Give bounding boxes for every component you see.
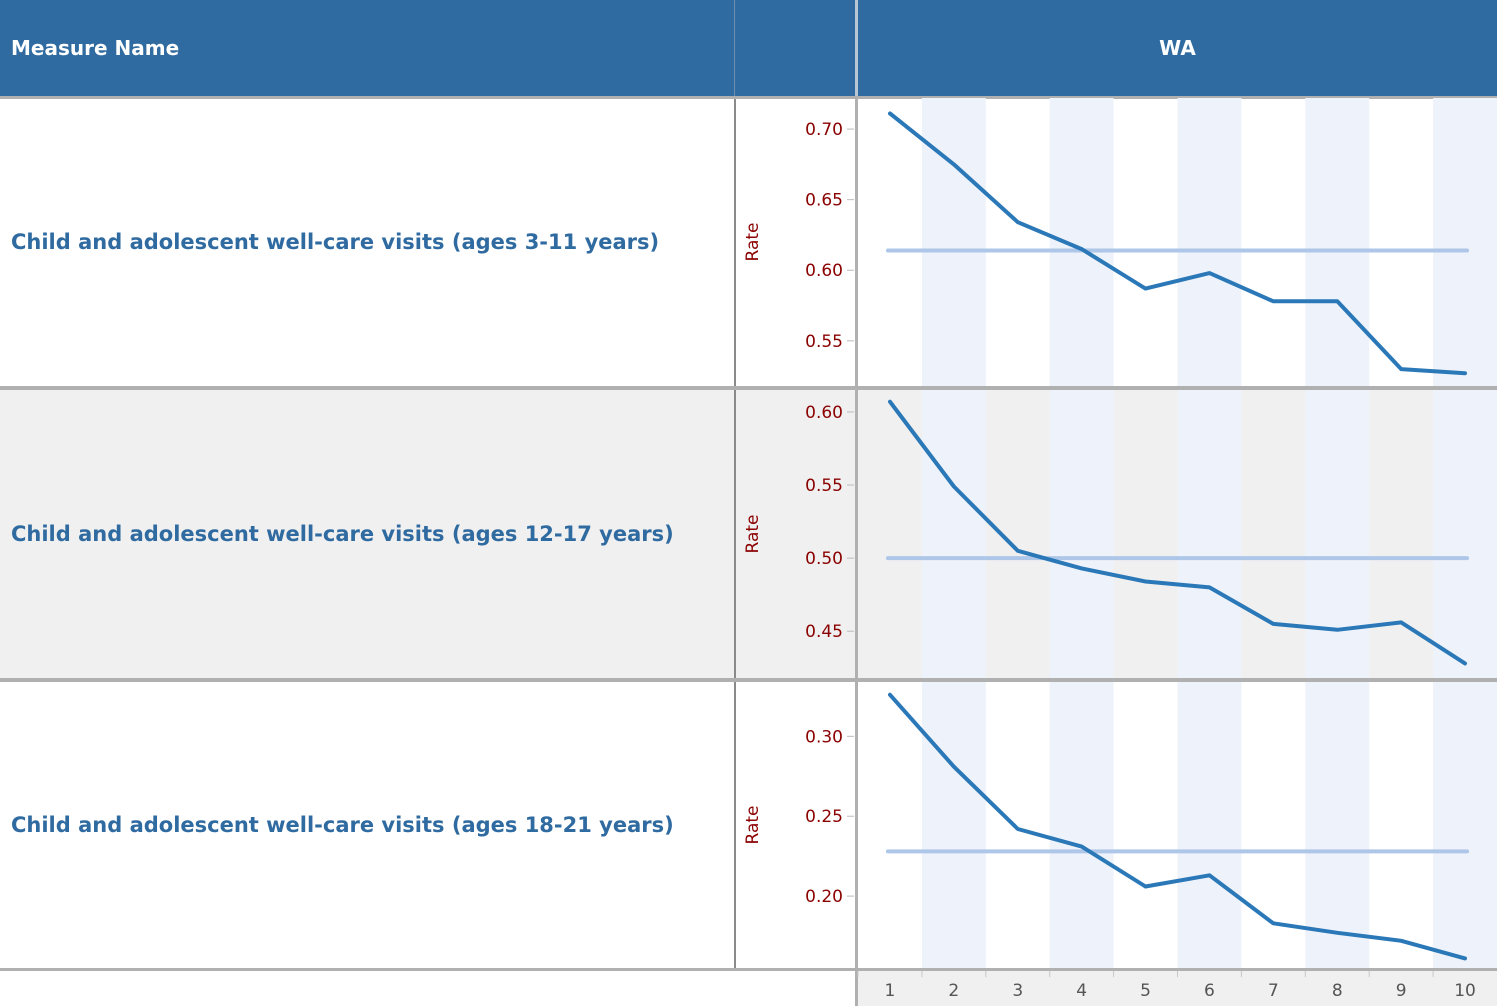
x-tick-label: 3 bbox=[1012, 981, 1023, 1001]
x-tick-label: 2 bbox=[948, 981, 959, 1001]
row-divider bbox=[0, 968, 1497, 971]
y-tick-label: 0.55 bbox=[805, 332, 843, 352]
column-band bbox=[1177, 682, 1242, 968]
column-band bbox=[1177, 390, 1242, 678]
y-tick-label: 0.70 bbox=[805, 120, 843, 140]
column-divider-thick bbox=[855, 96, 858, 1006]
measure-label-cell: Child and adolescent well-care visits (a… bbox=[0, 98, 734, 386]
y-tick-label: 0.30 bbox=[805, 727, 843, 747]
series-line bbox=[888, 692, 1467, 961]
y-axis-title: Rate bbox=[743, 515, 763, 554]
y-tick-label: 0.45 bbox=[805, 622, 843, 642]
y-tick-label: 0.55 bbox=[805, 476, 843, 496]
measure-label-cell: Child and adolescent well-care visits (a… bbox=[0, 682, 734, 968]
header-divider bbox=[734, 0, 735, 96]
measure-row[interactable]: Child and adolescent well-care visits (a… bbox=[0, 682, 1497, 968]
y-tick-label: 0.25 bbox=[805, 807, 843, 827]
series-line bbox=[888, 111, 1467, 376]
column-band bbox=[1305, 682, 1370, 968]
column-band bbox=[1433, 682, 1497, 968]
x-tick-label: 10 bbox=[1454, 981, 1476, 1001]
y-tick-label: 0.65 bbox=[805, 191, 843, 211]
row-divider bbox=[0, 678, 1497, 682]
y-tick-label: 0.60 bbox=[805, 261, 843, 281]
measure-label[interactable]: Child and adolescent well-care visits (a… bbox=[11, 522, 674, 546]
y-axis-title: Rate bbox=[743, 806, 763, 845]
column-band bbox=[1049, 682, 1114, 968]
column-band bbox=[1433, 390, 1497, 678]
y-axis-title: Rate bbox=[743, 223, 763, 262]
measure-row[interactable]: Child and adolescent well-care visits (a… bbox=[0, 98, 1497, 386]
series-line bbox=[888, 399, 1467, 666]
x-tick-label: 7 bbox=[1268, 981, 1279, 1001]
measure-row[interactable]: Child and adolescent well-care visits (a… bbox=[0, 390, 1497, 678]
column-band bbox=[1433, 98, 1497, 386]
y-tick-label: 0.20 bbox=[805, 887, 843, 907]
measure-label[interactable]: Child and adolescent well-care visits (a… bbox=[11, 813, 674, 837]
row-divider bbox=[0, 96, 1497, 99]
column-band bbox=[921, 682, 986, 968]
x-tick-label: 4 bbox=[1076, 981, 1087, 1001]
row-divider bbox=[0, 386, 1497, 390]
column-band bbox=[1305, 390, 1370, 678]
column-band bbox=[1049, 98, 1114, 386]
column-band bbox=[921, 98, 986, 386]
x-tick-label: 9 bbox=[1396, 981, 1407, 1001]
x-tick-label: 8 bbox=[1332, 981, 1343, 1001]
column-band bbox=[921, 390, 986, 678]
header-divider-thick bbox=[855, 0, 858, 96]
y-tick-label: 0.50 bbox=[805, 549, 843, 569]
measure-name-header[interactable]: Measure Name bbox=[11, 36, 180, 60]
column-divider bbox=[734, 96, 736, 970]
x-tick-label: 5 bbox=[1140, 981, 1151, 1001]
measure-label[interactable]: Child and adolescent well-care visits (a… bbox=[11, 230, 660, 254]
y-tick-label: 0.60 bbox=[805, 403, 843, 423]
x-tick-label: 6 bbox=[1204, 981, 1215, 1001]
column-band bbox=[1177, 98, 1242, 386]
column-band bbox=[1305, 98, 1370, 386]
column-band bbox=[1049, 390, 1114, 678]
measure-label-cell: Child and adolescent well-care visits (a… bbox=[0, 390, 734, 678]
x-tick-label: 1 bbox=[885, 981, 896, 1001]
state-column-header[interactable]: WA bbox=[1159, 36, 1196, 60]
table-header: Measure Name WA bbox=[0, 0, 1497, 96]
